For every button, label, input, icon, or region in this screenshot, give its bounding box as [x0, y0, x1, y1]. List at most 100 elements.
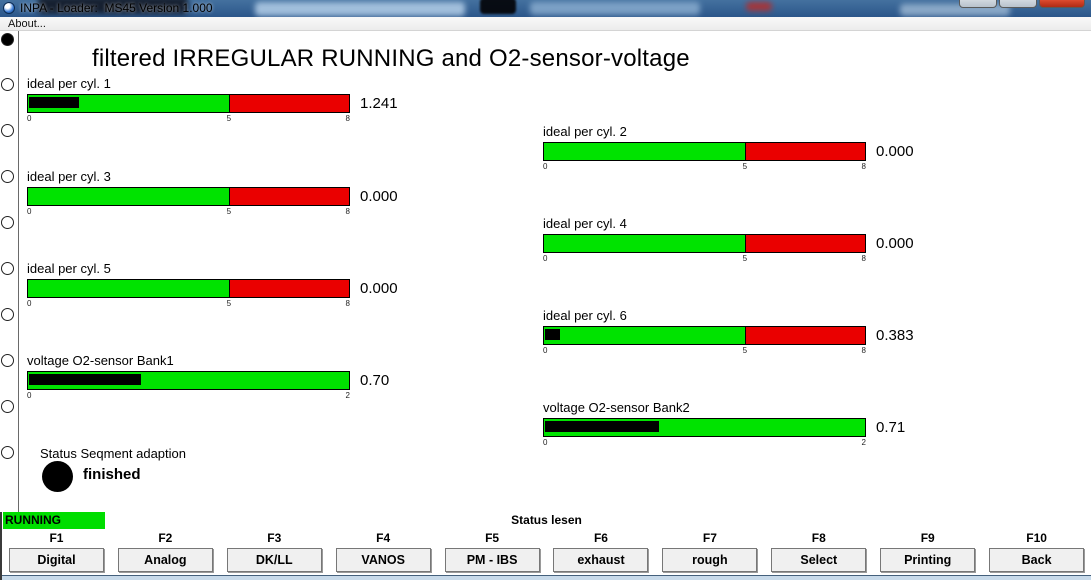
radio-indicator — [1, 354, 14, 367]
fkey-button-f8[interactable]: Select — [771, 548, 867, 572]
gauge-tick-label: 8 — [861, 162, 866, 171]
maximize-button[interactable] — [999, 0, 1037, 8]
gauge-label: voltage O2-sensor Bank2 — [543, 400, 690, 415]
radio-indicator — [1, 124, 14, 137]
fkey-button-f4[interactable]: VANOS — [335, 548, 431, 572]
gauge-value: 0.71 — [876, 419, 906, 436]
gauge-bar — [543, 418, 866, 437]
fkey-column: F9 Printing — [873, 530, 982, 572]
gauge-value: 0.70 — [360, 372, 390, 389]
titlebar-glass-blob — [746, 2, 772, 11]
gauge-tick-label: 0 — [543, 162, 548, 171]
gauge-ideal-per-cyl-6: ideal per cyl. 6 0 5 8 0.383 — [543, 308, 963, 358]
radio-indicator — [1, 170, 14, 183]
gauge-value: 0.000 — [876, 143, 914, 160]
gauge-scale: 0 5 8 — [27, 114, 350, 124]
window-bottom-border — [2, 573, 1091, 580]
gauge-value: 0.000 — [360, 188, 398, 205]
window-title: INPA - Loader: MS45 Version 1.000 — [20, 1, 213, 15]
titlebar-glass-blob — [255, 2, 465, 16]
adaption-status-value: finished — [83, 466, 141, 483]
gauge-tick-label: 5 — [226, 207, 232, 216]
gauge-label: ideal per cyl. 4 — [543, 216, 627, 231]
fkey-button-f1[interactable]: Digital — [8, 548, 104, 572]
fkey-column: F7 rough — [655, 530, 764, 572]
minimize-button[interactable] — [959, 0, 997, 8]
gauge-value: 0.000 — [876, 235, 914, 252]
fkey-label: F8 — [811, 531, 826, 545]
adaption-status-label: Status Seqment adaption — [40, 446, 186, 461]
radio-indicator — [1, 400, 14, 413]
gauge-ideal-per-cyl-4: ideal per cyl. 4 0 5 8 0.000 — [543, 216, 963, 266]
gauge-bar — [27, 371, 350, 390]
gauge-bar — [27, 187, 350, 206]
window-controls — [959, 0, 1085, 8]
fkey-label: F5 — [485, 531, 500, 545]
fkey-label: F6 — [593, 531, 608, 545]
gauge-scale: 0 5 8 — [543, 162, 866, 172]
gauge-bar — [543, 326, 866, 345]
gauge-tick-label: 8 — [861, 346, 866, 355]
gauge-tick-label: 8 — [345, 207, 350, 216]
status-text: Status lesen — [511, 513, 582, 527]
main-content: filtered IRREGULAR RUNNING and O2-sensor… — [0, 31, 1091, 512]
gauge-scale: 0 5 8 — [27, 299, 350, 309]
titlebar-glass-blob — [38, 0, 188, 14]
fkey-button-f6[interactable]: exhaust — [553, 548, 649, 572]
fkey-button-f9[interactable]: Printing — [880, 548, 976, 572]
radio-indicator — [1, 308, 14, 321]
gauge-bar — [27, 94, 350, 113]
title-bar: INPA - Loader: MS45 Version 1.000 — [0, 0, 1091, 17]
fkey-label: F10 — [1026, 531, 1047, 545]
fkey-column: F10 Back — [982, 530, 1091, 572]
gauge-tick-label: 2 — [861, 438, 866, 447]
gauge-value: 0.383 — [876, 327, 914, 344]
gauge-tick-label: 5 — [226, 299, 232, 308]
radio-indicator — [1, 33, 14, 46]
gauge-tick-label: 8 — [345, 114, 350, 123]
fkey-column: F3 DK/LL — [220, 530, 329, 572]
fkey-label: F2 — [158, 531, 173, 545]
fkey-button-f10[interactable]: Back — [989, 548, 1085, 572]
gauge-tick-label: 5 — [742, 162, 748, 171]
gauge-tick-label: 0 — [27, 207, 32, 216]
fkey-button-f5[interactable]: PM - IBS — [444, 548, 540, 572]
radio-indicator — [1, 78, 14, 91]
gauge-tick-label: 0 — [27, 114, 32, 123]
gauge-label: ideal per cyl. 1 — [27, 76, 111, 91]
close-button[interactable] — [1039, 0, 1085, 8]
radio-indicator — [1, 262, 14, 275]
gauge-tick-label: 8 — [861, 254, 866, 263]
fkey-row: F1 Digital F2 Analog F3 DK/LL F4 VANOS F… — [2, 530, 1091, 572]
status-row: RUNNING Status lesen — [2, 512, 1091, 530]
fkey-button-f2[interactable]: Analog — [117, 548, 213, 572]
menu-about[interactable]: About... — [8, 18, 46, 30]
fkey-button-f3[interactable]: DK/LL — [226, 548, 322, 572]
gauge-tick-label: 8 — [345, 299, 350, 308]
gauge-ideal-per-cyl-5: ideal per cyl. 5 0 5 8 0.000 — [27, 261, 447, 311]
gauge-tick-label: 0 — [543, 346, 548, 355]
gauge-tick-label: 5 — [226, 114, 232, 123]
left-separator-line — [18, 31, 19, 512]
gauge-tick-label: 0 — [543, 438, 548, 447]
gauge-value: 1.241 — [360, 95, 398, 112]
fkey-button-f7[interactable]: rough — [662, 548, 758, 572]
gauge-label: ideal per cyl. 5 — [27, 261, 111, 276]
fkey-label: F3 — [267, 531, 282, 545]
running-status-badge: RUNNING — [3, 512, 105, 529]
gauge-label: ideal per cyl. 2 — [543, 124, 627, 139]
gauge-scale: 0 5 8 — [27, 207, 350, 217]
gauge-voltage-o2-sensor-bank2: voltage O2-sensor Bank2 0 2 0.71 — [543, 400, 963, 450]
gauge-label: ideal per cyl. 6 — [543, 308, 627, 323]
gauge-tick-label: 5 — [742, 346, 748, 355]
fkey-label: F7 — [702, 531, 717, 545]
function-key-bar: RUNNING Status lesen F1 Digital F2 Analo… — [0, 512, 1091, 580]
fkey-column: F8 Select — [764, 530, 873, 572]
gauge-tick-label: 0 — [27, 391, 32, 400]
gauge-value: 0.000 — [360, 280, 398, 297]
radio-indicator — [1, 216, 14, 229]
gauge-ideal-per-cyl-3: ideal per cyl. 3 0 5 8 0.000 — [27, 169, 447, 219]
